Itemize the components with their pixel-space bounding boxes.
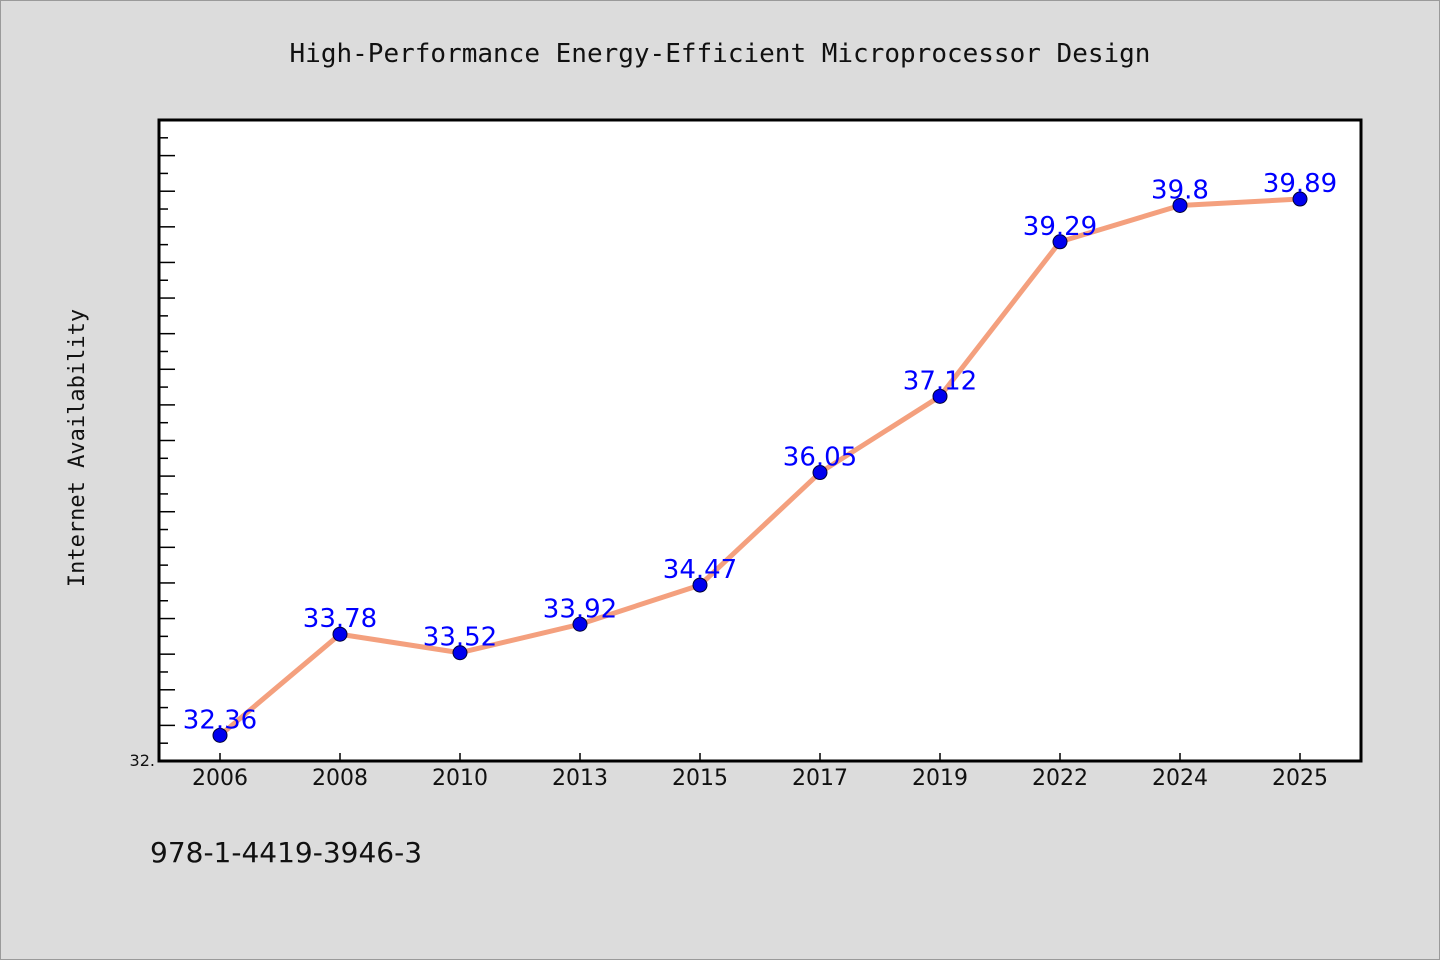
data-label: 33.92: [543, 594, 617, 624]
data-label: 39.29: [1023, 212, 1097, 242]
data-label: 33.78: [303, 604, 377, 634]
data-point: [1292, 191, 1308, 207]
plot-area: [157, 118, 1363, 763]
y-axis-label: Internet Availability: [65, 309, 90, 587]
data-point: [572, 616, 588, 632]
x-axis-ticks: [219, 753, 1301, 761]
data-label: 34.47: [663, 555, 737, 585]
data-point: [1172, 197, 1188, 213]
isbn-footnote: 978-1-4419-3946-3: [150, 836, 422, 869]
data-label: 36.05: [783, 443, 857, 473]
x-tick-label: 2017: [792, 766, 848, 791]
data-labels: 32.36 33.78 33.52 33.92 34.47 36.05 37.12 39.29…: [183, 169, 1337, 735]
x-tick-label: 2006: [192, 766, 248, 791]
data-label: 32.36: [183, 705, 257, 735]
data-point: [452, 645, 468, 661]
chart-title: High-Performance Energy-Efficient Microp…: [290, 39, 1151, 69]
data-point: [332, 626, 348, 642]
x-tick-label: 2025: [1272, 766, 1328, 791]
data-label: 39.89: [1263, 169, 1337, 199]
x-tick-label: 2019: [912, 766, 968, 791]
data-label: 37.12: [903, 366, 977, 396]
x-axis-tick-labels: 2006 2008 2010 2013 2015 2017 2019 2022 2024 2025: [192, 766, 1328, 791]
data-label: 39.8: [1151, 175, 1209, 205]
x-tick-label: 2015: [672, 766, 728, 791]
data-point: [692, 577, 708, 593]
data-point: [812, 465, 828, 481]
series-line: [218, 196, 1301, 738]
x-tick-label: 2022: [1032, 766, 1088, 791]
x-tick-label: 2013: [552, 766, 608, 791]
x-tick-label: 2008: [312, 766, 368, 791]
x-tick-label: 2010: [432, 766, 488, 791]
data-point: [1052, 234, 1068, 250]
y-tick-label: 32.: [130, 751, 155, 770]
data-point: [212, 727, 228, 743]
y-axis-ticks: [159, 137, 175, 744]
x-tick-label: 2024: [1152, 766, 1208, 791]
data-label: 33.52: [423, 623, 497, 653]
data-points: [212, 191, 1308, 743]
data-point: [932, 388, 948, 404]
